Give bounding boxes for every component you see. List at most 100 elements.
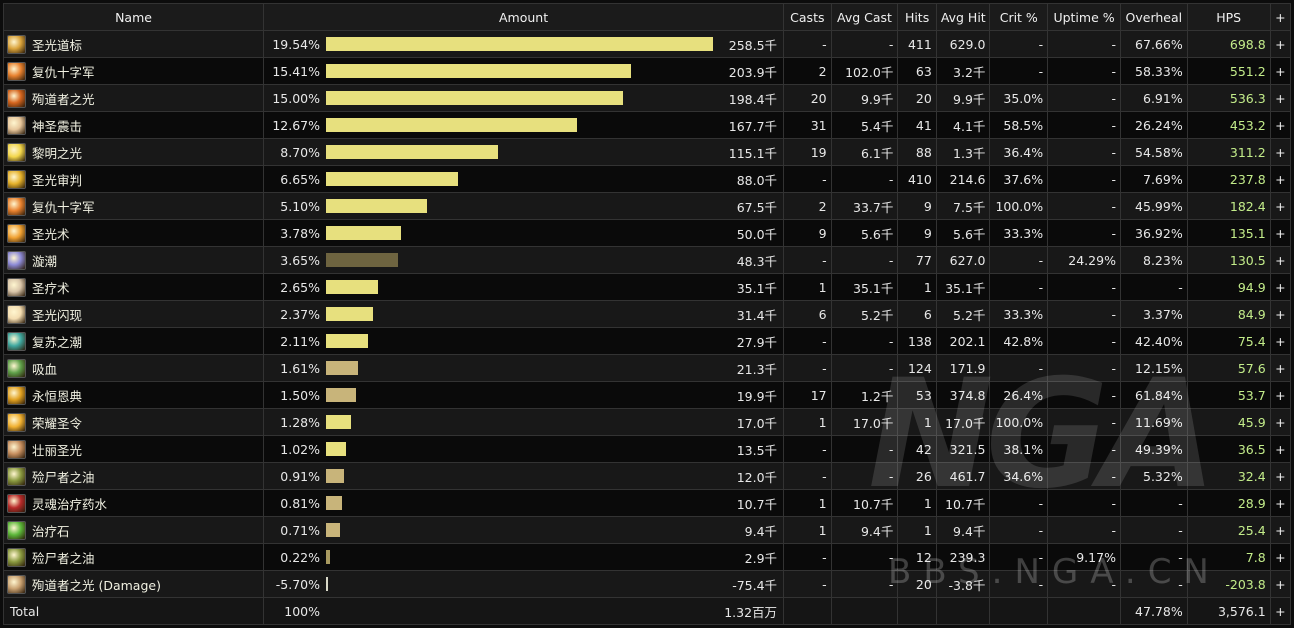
column-header-avg-hit[interactable]: Avg Hit bbox=[935, 3, 991, 31]
spell-name[interactable]: 荣耀圣令 bbox=[32, 415, 83, 431]
table-row[interactable]: 漩潮 3.65% 48.3千 - -77 627.0-24.29% 8.23% 130.5 + bbox=[2, 246, 1292, 274]
spell-name[interactable]: 黎明之光 bbox=[32, 145, 83, 161]
expand-row-button[interactable]: + bbox=[1269, 435, 1292, 463]
spell-name-cell[interactable]: 殉道者之光 (Damage) bbox=[2, 570, 265, 598]
table-row[interactable]: 吸血 1.61% 21.3千 - -124 171.9- -12.15% 57.6 + bbox=[2, 354, 1292, 382]
expand-row-button[interactable]: + bbox=[1269, 543, 1292, 571]
table-row[interactable]: 神圣震击 12.67% 167.7千 31 5.4千 41 4.1千 58.5% -26.24%… bbox=[2, 111, 1292, 139]
column-header-amount[interactable]: Amount bbox=[263, 3, 785, 31]
table-row[interactable]: 殓尸者之油 0.22% 2.9千 - -12 239.3-9.17% -7.8 + bbox=[2, 543, 1292, 571]
table-row[interactable]: 黎明之光 8.70% 115.1千 19 6.1千 88 1.3千 36.4% -54.58% 3… bbox=[2, 138, 1292, 166]
table-row[interactable]: 圣光闪现 2.37% 31.4千 6 5.2千 6 5.2千 33.3% -3.37% 84.9 + bbox=[2, 300, 1292, 328]
table-row[interactable]: 治疗石 0.71% 9.4千 1 9.4千 1 9.4千 - - -25.4 + bbox=[2, 516, 1292, 544]
column-header-name[interactable]: Name bbox=[2, 3, 265, 31]
expand-row-button[interactable]: + bbox=[1269, 165, 1292, 193]
spell-name-cell[interactable]: 圣光术 bbox=[2, 219, 265, 247]
spell-name-cell[interactable]: 荣耀圣令 bbox=[2, 408, 265, 436]
column-header-casts[interactable]: Casts bbox=[783, 3, 832, 31]
table-row[interactable]: 殉道者之光 (Damage) -5.70% -75.4千 - -20 -3.8千 - - - -2… bbox=[2, 570, 1292, 598]
expand-row-button[interactable]: + bbox=[1269, 408, 1292, 436]
spell-name[interactable]: 复仇十字军 bbox=[32, 199, 95, 215]
spell-name-cell[interactable]: 殉道者之光 bbox=[2, 84, 265, 112]
expand-row-button[interactable]: + bbox=[1269, 489, 1292, 517]
avg-cast-value: 6.1千 bbox=[830, 138, 899, 166]
spell-name[interactable]: 神圣震击 bbox=[32, 118, 83, 134]
table-row[interactable]: 殓尸者之油 0.91% 12.0千 - -26 461.7 34.6% -5.32% 32.4 + bbox=[2, 462, 1292, 490]
spell-name[interactable]: 殉道者之光 (Damage) bbox=[32, 577, 161, 593]
spell-name-cell[interactable]: 治疗石 bbox=[2, 516, 265, 544]
spell-name-cell[interactable]: 复苏之潮 bbox=[2, 327, 265, 355]
table-row[interactable]: 圣疗术 2.65% 35.1千 1 35.1千 1 35.1千 - - -94.9 + bbox=[2, 273, 1292, 301]
table-row[interactable]: 复苏之潮 2.11% 27.9千 - -138 202.1 42.8% -42.40% 75.4… bbox=[2, 327, 1292, 355]
table-row[interactable]: 圣光审判 6.65% 88.0千 - -410 214.6 37.6% -7.69% 237.8… bbox=[2, 165, 1292, 193]
total-overheal: 47.78% bbox=[1119, 597, 1188, 625]
table-row[interactable]: 复仇十字军 15.41% 203.9千 2 102.0千 63 3.2千 - -58.33% 55… bbox=[2, 57, 1292, 85]
spell-name-cell[interactable]: 壮丽圣光 bbox=[2, 435, 265, 463]
expand-row-button[interactable]: + bbox=[1269, 111, 1292, 139]
spell-name-cell[interactable]: 殓尸者之油 bbox=[2, 543, 265, 571]
expand-row-button[interactable]: + bbox=[1269, 462, 1292, 490]
table-row[interactable]: 殉道者之光 15.00% 198.4千 20 9.9千 20 9.9千 35.0% -6.91%… bbox=[2, 84, 1292, 112]
spell-name[interactable]: 殉道者之光 bbox=[32, 91, 95, 107]
column-header-overheal[interactable]: Overheal bbox=[1119, 3, 1188, 31]
expand-row-button[interactable]: + bbox=[1269, 192, 1292, 220]
spell-name[interactable]: 复仇十字军 bbox=[32, 64, 95, 80]
spell-name-cell[interactable]: 漩潮 bbox=[2, 246, 265, 274]
expand-row-button[interactable]: + bbox=[1269, 570, 1292, 598]
spell-name[interactable]: 圣光闪现 bbox=[32, 307, 83, 323]
column-header-avg-cast[interactable]: Avg Cast bbox=[830, 3, 899, 31]
expand-row-button[interactable]: + bbox=[1269, 327, 1292, 355]
spell-name-cell[interactable]: 灵魂治疗药水 bbox=[2, 489, 265, 517]
spell-name[interactable]: 殓尸者之油 bbox=[32, 550, 95, 566]
expand-row-button[interactable]: + bbox=[1269, 84, 1292, 112]
spell-name-cell[interactable]: 圣光闪现 bbox=[2, 300, 265, 328]
spell-name[interactable]: 治疗石 bbox=[32, 523, 70, 539]
spell-name[interactable]: 复苏之潮 bbox=[32, 334, 83, 350]
expand-row-button[interactable]: + bbox=[1269, 57, 1292, 85]
spell-name[interactable]: 吸血 bbox=[32, 361, 58, 377]
total-expand-button[interactable]: + bbox=[1269, 597, 1292, 625]
expand-row-button[interactable]: + bbox=[1269, 219, 1292, 247]
spell-name-cell[interactable]: 黎明之光 bbox=[2, 138, 265, 166]
spell-name[interactable]: 灵魂治疗药水 bbox=[32, 496, 108, 512]
expand-row-button[interactable]: + bbox=[1269, 300, 1292, 328]
expand-row-button[interactable]: + bbox=[1269, 273, 1292, 301]
spell-name[interactable]: 壮丽圣光 bbox=[32, 442, 83, 458]
column-header-hits[interactable]: Hits bbox=[897, 3, 937, 31]
table-row[interactable]: 复仇十字军 5.10% 67.5千 2 33.7千 9 7.5千 100.0% -45.99% 1… bbox=[2, 192, 1292, 220]
expand-row-button[interactable]: + bbox=[1269, 516, 1292, 544]
table-row[interactable]: 永恒恩典 1.50% 19.9千 17 1.2千 53 374.8 26.4% -61.84% 5… bbox=[2, 381, 1292, 409]
spell-name[interactable]: 殓尸者之油 bbox=[32, 469, 95, 485]
column-header-uptime[interactable]: Uptime % bbox=[1047, 3, 1121, 31]
table-row[interactable]: 灵魂治疗药水 0.81% 10.7千 1 10.7千 1 10.7千 - - -28.9 + bbox=[2, 489, 1292, 517]
spell-name-cell[interactable]: 圣光审判 bbox=[2, 165, 265, 193]
column-header-crit[interactable]: Crit % bbox=[989, 3, 1049, 31]
spell-name-cell[interactable]: 复仇十字军 bbox=[2, 57, 265, 85]
spell-name-cell[interactable]: 永恒恩典 bbox=[2, 381, 265, 409]
column-header-expand[interactable]: + bbox=[1269, 3, 1292, 31]
table-row[interactable]: 荣耀圣令 1.28% 17.0千 1 17.0千 1 17.0千 100.0% -11.69% 4… bbox=[2, 408, 1292, 436]
spell-name-cell[interactable]: 复仇十字军 bbox=[2, 192, 265, 220]
spell-name[interactable]: 永恒恩典 bbox=[32, 388, 83, 404]
table-row[interactable]: 圣光术 3.78% 50.0千 9 5.6千 9 5.6千 33.3% -36.92% 135.1… bbox=[2, 219, 1292, 247]
amount-value: 2.9千 bbox=[744, 550, 778, 566]
spell-name-cell[interactable]: 圣光道标 bbox=[2, 30, 265, 58]
spell-name-cell[interactable]: 吸血 bbox=[2, 354, 265, 382]
expand-row-button[interactable]: + bbox=[1269, 354, 1292, 382]
spell-name-cell[interactable]: 神圣震击 bbox=[2, 111, 265, 139]
spell-name[interactable]: 圣光术 bbox=[32, 226, 70, 242]
spell-name[interactable]: 圣光审判 bbox=[32, 172, 83, 188]
table-row[interactable]: 圣光道标 19.54% 258.5千 - -411 629.0- -67.66% 698.8 + bbox=[2, 30, 1292, 58]
expand-row-button[interactable]: + bbox=[1269, 138, 1292, 166]
table-row[interactable]: 壮丽圣光 1.02% 13.5千 - -42 321.5 38.1% -49.39% 36.5 + bbox=[2, 435, 1292, 463]
expand-row-button[interactable]: + bbox=[1269, 246, 1292, 274]
spell-name-cell[interactable]: 殓尸者之油 bbox=[2, 462, 265, 490]
column-header-hps[interactable]: HPS bbox=[1186, 3, 1271, 31]
spell-name[interactable]: 圣光道标 bbox=[32, 37, 83, 53]
expand-row-button[interactable]: + bbox=[1269, 30, 1292, 58]
spell-name[interactable]: 圣疗术 bbox=[32, 280, 70, 296]
spell-name-cell[interactable]: 圣疗术 bbox=[2, 273, 265, 301]
expand-row-button[interactable]: + bbox=[1269, 381, 1292, 409]
spell-name[interactable]: 漩潮 bbox=[32, 253, 58, 269]
casts-value: 1 bbox=[783, 408, 832, 436]
